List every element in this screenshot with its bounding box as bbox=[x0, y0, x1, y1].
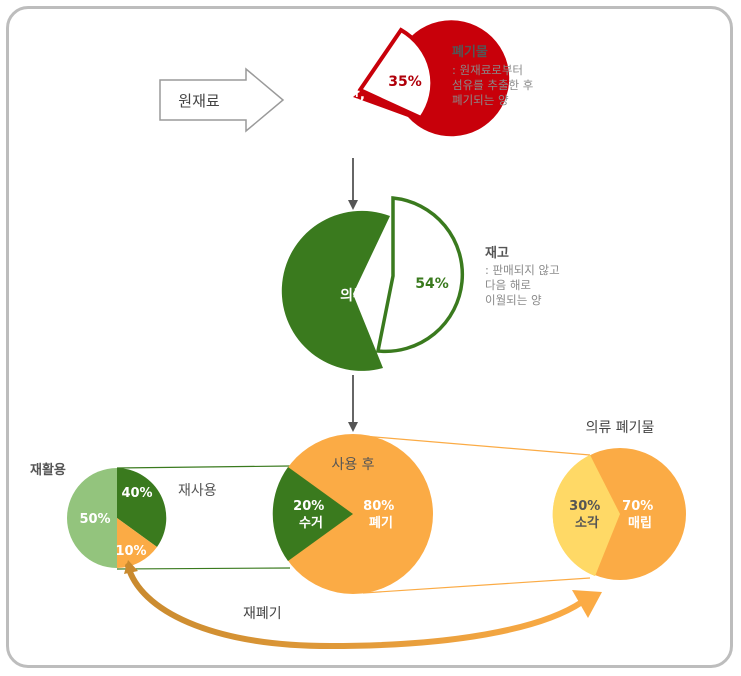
stage2-stock-slice bbox=[375, 196, 465, 354]
collected-rediscard-slice bbox=[117, 518, 157, 568]
svg-text:80% 폐기: 80% 폐기 bbox=[363, 499, 399, 531]
waste-group: 의류 폐기물 30% 소각 70% 매립 bbox=[552, 420, 686, 580]
waste-incinerate-fill bbox=[552, 455, 607, 576]
waste-title: 의류 폐기물 bbox=[586, 420, 655, 436]
svg-text:70% 매립: 70% 매립 bbox=[622, 499, 658, 531]
stage3-group: 사용 후 20% 수거 80% 폐기 bbox=[272, 434, 433, 594]
svg-text:: 판매되지 않고 다음 해로 이월: : 판매되지 않고 다음 해로 이월되는 양 bbox=[485, 263, 563, 307]
stage2-main-circle bbox=[281, 210, 390, 371]
collected-rediscard-pct: 10% bbox=[115, 544, 146, 559]
collected-recycle-slice bbox=[67, 468, 117, 568]
stage2-note-line-2: 다음 해로 bbox=[485, 278, 531, 292]
svg-text:: 원재료로부터 섬유를 추출한 후: : 원재료로부터 섬유를 추출한 후 폐기되는 양 bbox=[452, 63, 537, 107]
collected-reuse-pct: 40% bbox=[121, 486, 152, 501]
stage1-note-line-3: 폐기되는 양 bbox=[452, 93, 509, 107]
svg-text:30% 소각: 30% 소각 bbox=[569, 499, 605, 531]
collected-reuse-slice bbox=[117, 468, 167, 547]
connector-lines bbox=[116, 435, 591, 594]
stage3-title: 사용 후 bbox=[331, 457, 374, 473]
stage3-discard-pct: 80% bbox=[363, 499, 394, 514]
rediscard-curve-arrow: 재폐기 bbox=[124, 560, 602, 650]
stage2-main-label: 의류 bbox=[340, 287, 366, 304]
svg-text:20% 수거: 20% 수거 bbox=[293, 499, 329, 531]
collected-recycle-pct: 50% bbox=[79, 512, 110, 527]
stage1-line-1: 공정, bbox=[334, 68, 365, 85]
stage1-waste-slice bbox=[357, 27, 435, 121]
svg-text:공정, 생산, 운송,: 공정, 생산, 운송, 판매 bbox=[334, 68, 370, 139]
waste-incinerate-label: 소각 bbox=[575, 516, 599, 531]
collected-group: 50% 40% 10% 재활용 재사용 bbox=[30, 462, 217, 568]
stage2-note-line-1: : 판매되지 않고 bbox=[485, 263, 560, 277]
reuse-label: 재사용 bbox=[178, 483, 217, 499]
stage1-slice-pct: 35% bbox=[388, 74, 422, 90]
stage1-note-title: 폐기물 bbox=[452, 45, 488, 60]
stage2-group: 의류 54% 재고 : 판매되지 않고 다음 해로 이월되는 양 bbox=[281, 196, 563, 371]
input-label: 원재료 bbox=[178, 92, 220, 110]
stage3-collect-label: 수거 bbox=[299, 516, 323, 531]
waste-incinerate-pct: 30% bbox=[569, 499, 600, 514]
waste-landfill-label: 매립 bbox=[628, 516, 652, 531]
stage3-collect-pct: 20% bbox=[293, 499, 324, 514]
waste-landfill-pct: 70% bbox=[622, 499, 653, 514]
stage3-collect-slice bbox=[272, 467, 353, 561]
stage1-note-line-2: 섬유를 추출한 후 bbox=[452, 78, 533, 92]
stage3-discard-label: 폐기 bbox=[369, 516, 393, 531]
recycle-label: 재활용 bbox=[30, 462, 66, 478]
stage1-note-line-1: : 원재료로부터 bbox=[452, 63, 523, 77]
stage2-slice-pct: 54% bbox=[415, 276, 449, 292]
stage2-note-title: 재고 bbox=[485, 246, 509, 261]
stage1-line-3: 운송, bbox=[334, 105, 365, 121]
stage2-note-line-3: 이월되는 양 bbox=[485, 293, 542, 307]
input-arrow: 원재료 bbox=[159, 67, 285, 133]
rediscard-label: 재폐기 bbox=[243, 606, 282, 622]
stage1-line-2: 생산, bbox=[334, 86, 365, 103]
stage1-line-4: 판매 bbox=[339, 123, 365, 139]
stage1-group: 공정, 생산, 운송, 판매 35% 폐기물 : 원재료로부터 섬유를 추출한 … bbox=[334, 20, 537, 139]
